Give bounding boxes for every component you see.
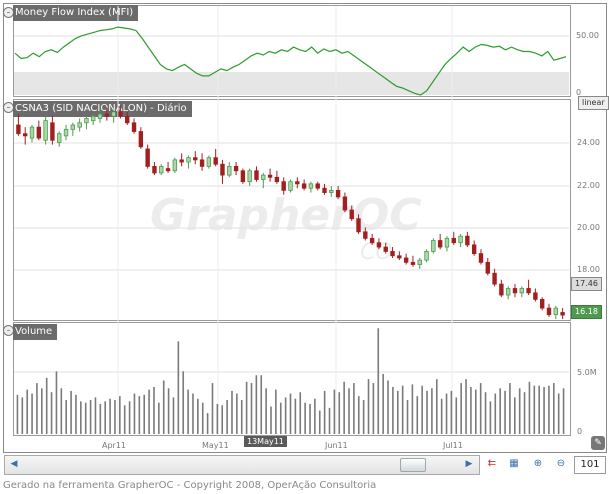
scale-mode-button[interactable]: linear [578,96,609,110]
price-tick-22: 22.00 [577,181,600,190]
shrink-icon[interactable]: ⇇ [487,458,497,469]
time-label-jul: Jul11 [443,441,463,450]
scroll-thumb[interactable] [400,458,426,472]
crosshair-date-label: 13May11 [244,436,287,447]
watermark-sub: CO [360,240,393,265]
mfi-panel-title: Money Flow Index (MFI) [13,5,139,21]
price-tick-24: 24.00 [577,138,600,147]
last-price-tag: 16.18 [571,305,602,319]
time-label-apr: Apr11 [102,441,127,450]
price-plot[interactable] [13,99,571,321]
zoom-in-icon[interactable]: ⊕ [533,458,543,469]
crosshair-price-tag: 17.46 [571,277,602,291]
volume-tick-0: 0 [577,427,583,436]
price-tick-18: 18.00 [577,265,600,274]
arrow-left-icon[interactable]: ◀ [10,459,18,469]
time-label-jun: Jun11 [325,441,348,450]
wrench-icon[interactable]: ✎ [591,436,605,450]
volume-plot[interactable] [13,322,571,436]
time-scrollbar[interactable]: ◀ ▶ [4,455,480,475]
watermark-logo: GrapherOC [150,190,422,241]
chart-icon[interactable]: ▦ [509,458,519,469]
zoom-level-input[interactable]: 101 [574,456,606,474]
time-label-may: May11 [202,441,229,450]
zoom-out-icon[interactable]: ⊖ [556,458,566,469]
volume-tick-5m: 5.0M [577,368,597,377]
footer-copyright: Gerado na ferramenta GrapherOC - Copyrig… [3,480,377,491]
mfi-tick-0: 0 [576,88,582,97]
arrow-right-icon[interactable]: ▶ [465,459,473,469]
price-panel-title: CSNA3 (SID NACIONALON) - Diário [13,101,192,117]
price-tick-20: 20.00 [577,223,600,232]
volume-panel-title: Volume [13,324,58,340]
mfi-tick-50: 50.00 [576,31,599,40]
